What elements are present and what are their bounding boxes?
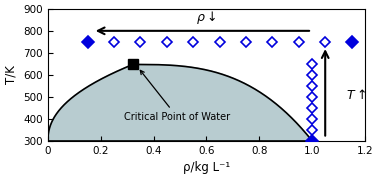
Text: $\rho\downarrow$: $\rho\downarrow$ [196,9,217,26]
Polygon shape [48,64,312,141]
Y-axis label: T/K: T/K [5,65,18,84]
Text: $T\uparrow$: $T\uparrow$ [346,88,366,101]
X-axis label: ρ/kg L⁻¹: ρ/kg L⁻¹ [183,161,230,174]
Text: Critical Point of Water: Critical Point of Water [124,70,230,122]
